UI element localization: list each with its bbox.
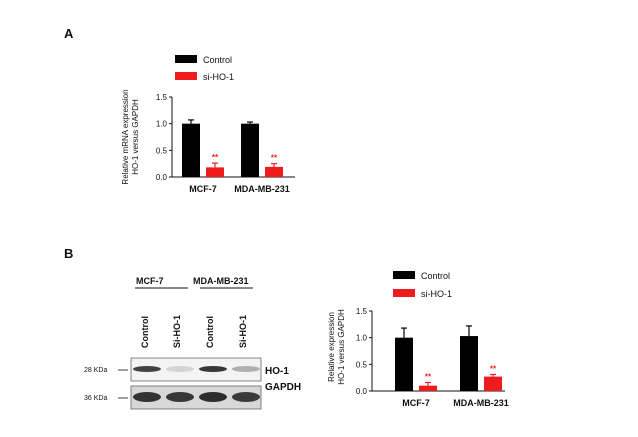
- chart-a-category-label-2: MDA-MB-231: [234, 184, 290, 194]
- chart-a-y-tick-label-2: 0.5: [156, 146, 168, 155]
- chart-b: Control si-HO-1 0.0 0.5 1.0 1.5 Relative expre…: [327, 271, 509, 408]
- chart-a-legend-label-2: si-HO-1: [203, 72, 234, 82]
- blot-ho1-band-3: [199, 366, 227, 372]
- chart-a-category-label-1: MCF-7: [189, 184, 217, 194]
- chart-b-significance-1: **: [425, 372, 432, 381]
- chart-a-y-label-1: Relative mRNA expression: [121, 89, 130, 184]
- chart-b-bar-si-ho1-1: [419, 385, 437, 391]
- chart-b-category-label-2: MDA-MB-231: [453, 398, 509, 408]
- blot-ho1-band-1: [133, 366, 161, 372]
- chart-a-bar-control-2: [241, 123, 259, 177]
- western-blot: MCF-7 MDA-MB-231 Control Si-HO-1 Control…: [84, 276, 301, 410]
- chart-b-y-tick-label-1: 0.0: [356, 387, 368, 396]
- blot-ho1-band-4: [232, 366, 260, 372]
- chart-b-legend-swatch-1: [393, 271, 415, 279]
- chart-a-legend-swatch-1: [175, 55, 197, 63]
- blot-lane-label-4: Si-HO-1: [238, 315, 248, 348]
- blot-gapdh-band-1: [133, 392, 161, 402]
- chart-b-legend-swatch-2: [393, 289, 415, 297]
- blot-membrane-gapdh: [130, 385, 262, 410]
- chart-b-y-tick-label-3: 1.0: [356, 334, 368, 343]
- chart-a-y-label-2: HO-1 versus GAPDH: [131, 99, 140, 175]
- chart-b-bar-control-2: [460, 336, 478, 391]
- blot-group-mcf7: MCF-7: [136, 276, 164, 286]
- blot-lane-label-1: Control: [140, 316, 150, 348]
- chart-b-y-label-1: Relative expression: [327, 312, 336, 382]
- blot-bands-gapdh: [133, 392, 260, 402]
- panel-a-label: A: [64, 26, 74, 41]
- chart-b-category-label-1: MCF-7: [402, 398, 430, 408]
- chart-a: Control si-HO-1 0.0 0.5 1.0 1.5 Relative mRNA …: [121, 55, 295, 194]
- blot-protein-ho1: HO-1: [265, 366, 289, 377]
- chart-b-y-tick-label-2: 0.5: [356, 360, 368, 369]
- blot-bands-ho1: [133, 366, 260, 372]
- blot-size-ho1: 28 KDa: [84, 367, 107, 374]
- chart-a-bar-si-ho1-2: [265, 166, 283, 177]
- blot-size-gapdh: 36 KDa: [84, 395, 107, 402]
- blot-group-mda: MDA-MB-231: [193, 276, 249, 286]
- chart-b-significance-2: **: [490, 364, 497, 373]
- blot-membrane-ho1: [130, 357, 262, 382]
- blot-lane-label-3: Control: [205, 316, 215, 348]
- chart-b-legend-label-1: Control: [421, 271, 450, 281]
- chart-a-y-tick-label-3: 1.0: [156, 120, 168, 129]
- chart-a-y-tick-label-4: 1.5: [156, 93, 168, 102]
- blot-gapdh-band-2: [166, 392, 194, 402]
- chart-a-legend-label-1: Control: [203, 55, 232, 65]
- chart-a-y-tick-label-1: 0.0: [156, 173, 168, 182]
- panel-b-label: B: [64, 246, 73, 261]
- chart-a-legend-swatch-2: [175, 72, 197, 80]
- blot-lane-label-2: Si-HO-1: [172, 315, 182, 348]
- chart-b-legend-label-2: si-HO-1: [421, 289, 452, 299]
- chart-a-bar-si-ho1-1: [206, 167, 224, 177]
- chart-a-significance-2: **: [271, 154, 278, 163]
- blot-protein-gapdh: GAPDH: [265, 382, 301, 393]
- blot-ho1-band-2: [166, 366, 194, 372]
- chart-b-bar-si-ho1-2: [484, 376, 502, 391]
- chart-a-significance-1: **: [212, 153, 219, 162]
- blot-gapdh-band-3: [199, 392, 227, 402]
- chart-b-bar-control-1: [395, 337, 413, 391]
- blot-gapdh-band-4: [232, 392, 260, 402]
- chart-b-y-tick-label-4: 1.5: [356, 307, 368, 316]
- chart-a-bar-control-1: [182, 123, 200, 177]
- chart-b-y-label-2: HO-1 versus GAPDH: [337, 309, 346, 385]
